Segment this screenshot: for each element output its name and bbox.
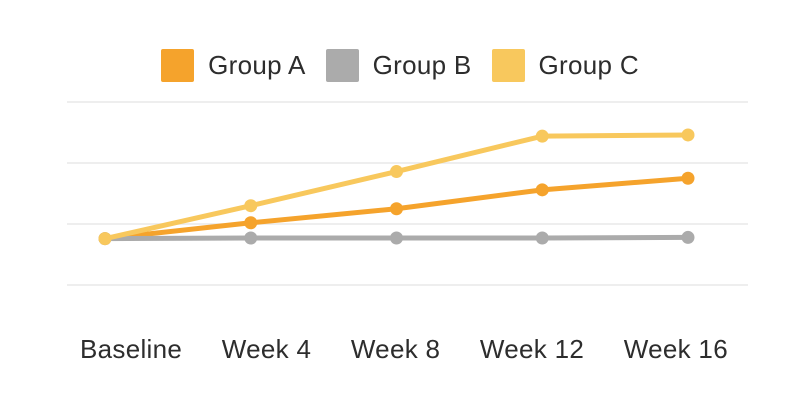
legend-label: Group B — [372, 50, 472, 80]
data-point-group-a — [244, 216, 258, 230]
series-group-b — [98, 230, 695, 246]
x-axis-labels: Baseline Week 4 Week 8 Week 12 Week 16 — [80, 334, 728, 365]
legend-swatch-icon — [325, 49, 359, 82]
data-point-group-c — [681, 128, 695, 142]
legend-swatch-icon — [161, 49, 195, 82]
legend-item-group-c: Group C — [491, 49, 639, 82]
data-point-group-b — [390, 231, 403, 245]
data-point-group-c — [535, 129, 549, 143]
data-point-group-b — [244, 231, 258, 245]
data-point-group-c — [244, 199, 258, 213]
series-group-c — [98, 128, 695, 246]
legend-label: Group C — [538, 50, 639, 80]
legend-item-group-a: Group A — [161, 49, 306, 82]
data-point-group-a — [535, 183, 549, 197]
chart-legend: Group A Group B Group C — [0, 49, 800, 82]
data-point-group-b — [681, 230, 695, 244]
data-point-group-b — [535, 231, 549, 245]
data-point-group-a — [390, 202, 403, 216]
x-axis-label: Week 12 — [479, 334, 585, 364]
legend-label: Group A — [208, 50, 306, 80]
gridlines — [67, 101, 748, 286]
data-point-group-c — [390, 165, 403, 179]
legend-swatch-icon — [491, 49, 525, 82]
x-axis-label: Baseline — [80, 334, 183, 364]
x-axis-label: Week 16 — [623, 334, 728, 364]
data-point-group-c — [98, 232, 112, 246]
x-axis-label: Week 4 — [221, 334, 312, 364]
legend-item-group-b: Group B — [325, 49, 472, 82]
data-point-group-a — [681, 171, 695, 185]
x-axis-label: Week 8 — [350, 334, 441, 364]
